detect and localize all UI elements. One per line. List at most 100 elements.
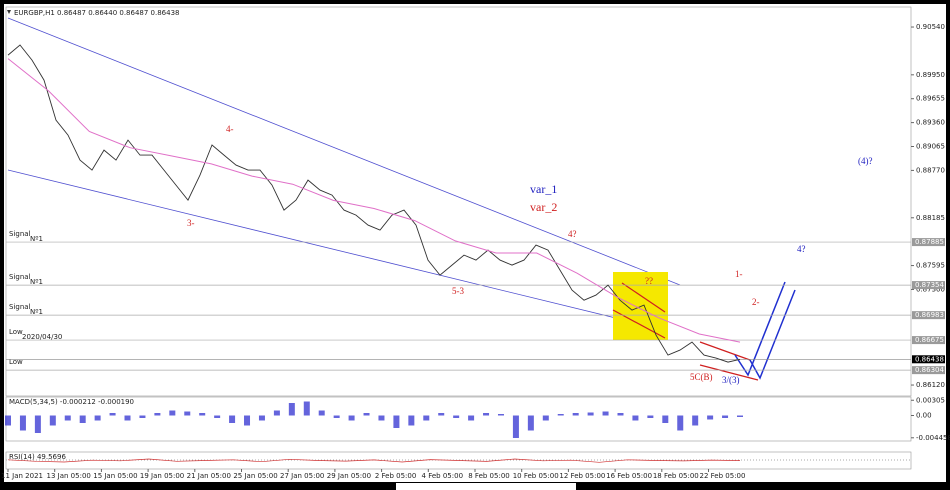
macd-bar <box>154 413 161 416</box>
macd-bar <box>438 413 445 416</box>
level-sublabel: 2020/04/30 <box>22 333 62 341</box>
y-tick-label: 0.00 <box>916 412 932 420</box>
level-value-box <box>912 311 945 320</box>
y-tick-label: 0.86120 <box>916 381 945 389</box>
macd-bar <box>169 410 176 416</box>
macd-bar <box>34 415 41 433</box>
level-value: 0.86675 <box>915 336 944 344</box>
macd-bar <box>273 410 280 416</box>
macd-bar <box>64 415 71 421</box>
rsi-label: RSI(14) 49.5696 <box>9 453 66 461</box>
y-tick-label: -0.004458 <box>916 434 950 442</box>
moving-average <box>7 58 741 343</box>
macd-bar <box>288 403 295 416</box>
level-sublabel: Nº1 <box>30 308 43 316</box>
macd-bar <box>423 415 430 421</box>
macd-bar <box>214 415 221 418</box>
level-label: Signal <box>9 303 31 311</box>
x-tick-label: 10 Feb 05:00 <box>513 472 559 480</box>
wedge-line <box>699 341 751 361</box>
level-sublabel: Nº1 <box>30 278 43 286</box>
macd-bar <box>557 414 564 416</box>
annotation: 4? <box>797 244 806 254</box>
current-price-label: 0.86438 <box>915 355 944 363</box>
macd-bar <box>303 401 310 416</box>
macd-bar <box>647 415 654 418</box>
macd-bar <box>527 415 534 431</box>
x-tick-label: 4 Feb 05:00 <box>422 472 463 480</box>
macd-bar <box>692 415 699 426</box>
x-tick-label: 29 Jan 05:00 <box>327 472 371 480</box>
macd-bar <box>244 415 251 426</box>
annotation: var_2 <box>530 200 557 214</box>
macd-bar <box>602 411 609 416</box>
wedge-line <box>612 309 666 339</box>
x-tick-label: 12 Feb 05:00 <box>559 472 605 480</box>
macd-bar <box>5 415 11 426</box>
macd-bar <box>348 415 355 421</box>
annotation: 4? <box>568 229 577 239</box>
macd-bar <box>393 415 400 428</box>
chart-background <box>4 4 946 482</box>
annotation: 3- <box>187 218 195 228</box>
annotation: 2- <box>752 297 760 307</box>
macd-bar <box>572 413 579 416</box>
y-tick-label: 0.89360 <box>916 119 945 127</box>
macd-bar <box>139 415 146 418</box>
macd-bar <box>109 413 116 416</box>
level-value: 0.87354 <box>915 281 944 289</box>
macd-bar <box>184 411 191 416</box>
main-panel <box>5 6 912 397</box>
scrollbar <box>396 483 576 490</box>
channel-lower <box>7 169 666 331</box>
y-tick-label: 0.88185 <box>916 214 945 222</box>
x-tick-label: 27 Jan 05:00 <box>280 472 324 480</box>
level-value-box <box>912 366 945 375</box>
annotation: var_1 <box>530 182 557 196</box>
level-value-box <box>912 281 945 290</box>
level-value: 0.86983 <box>915 311 944 319</box>
macd-bar <box>587 412 594 416</box>
x-tick-label: 22 Feb 05:00 <box>700 472 746 480</box>
y-tick-label: 0.89655 <box>916 95 945 103</box>
macd-bar <box>408 415 415 426</box>
macd-bar <box>318 410 325 416</box>
macd-label: MACD(5,34,5) -0.000212 -0.000190 <box>9 398 134 406</box>
y-tick-label: 0.87300 <box>916 285 945 293</box>
macd-bar <box>512 415 519 438</box>
x-tick-label: 11 Jan 2021 <box>1 472 43 480</box>
macd-bar <box>468 415 475 421</box>
x-tick-label: 15 Jan 05:00 <box>93 472 137 480</box>
annotation: 3/(3) <box>722 375 740 385</box>
level-value: 0.86304 <box>915 366 944 374</box>
macd-bar <box>662 415 669 423</box>
macd-bar <box>497 414 504 416</box>
level-label: Low <box>9 358 23 366</box>
macd-bar <box>378 415 385 421</box>
macd-bar <box>617 413 624 416</box>
macd-bar <box>124 415 131 421</box>
macd-bar <box>737 415 743 417</box>
y-tick-label: 0.90540 <box>916 23 945 31</box>
macd-bar <box>483 413 490 416</box>
projection-arrow <box>749 289 796 380</box>
channel-upper <box>7 17 681 286</box>
level-label: Signal <box>9 273 31 281</box>
annotation: ?? <box>645 276 653 286</box>
projection-arrow <box>734 281 786 377</box>
annotation: 1- <box>735 269 743 279</box>
rsi-line <box>7 458 741 463</box>
annotation: 4- <box>226 124 234 134</box>
chart-title: EURGBP,H1 0.86487 0.86440 0.86487 0.8643… <box>14 9 180 17</box>
x-tick-label: 18 Feb 05:00 <box>653 472 699 480</box>
macd-bar <box>722 415 729 418</box>
macd-bar <box>79 415 86 423</box>
level-label: Low <box>9 328 23 336</box>
annotation: 5C(B) <box>690 372 713 382</box>
macd-bar <box>677 415 684 431</box>
macd-bar <box>632 415 639 421</box>
level-value: 0.87885 <box>915 238 944 246</box>
x-tick-label: 25 Jan 05:00 <box>233 472 277 480</box>
y-tick-label: 0.87595 <box>916 262 945 270</box>
title-marker <box>7 10 11 14</box>
